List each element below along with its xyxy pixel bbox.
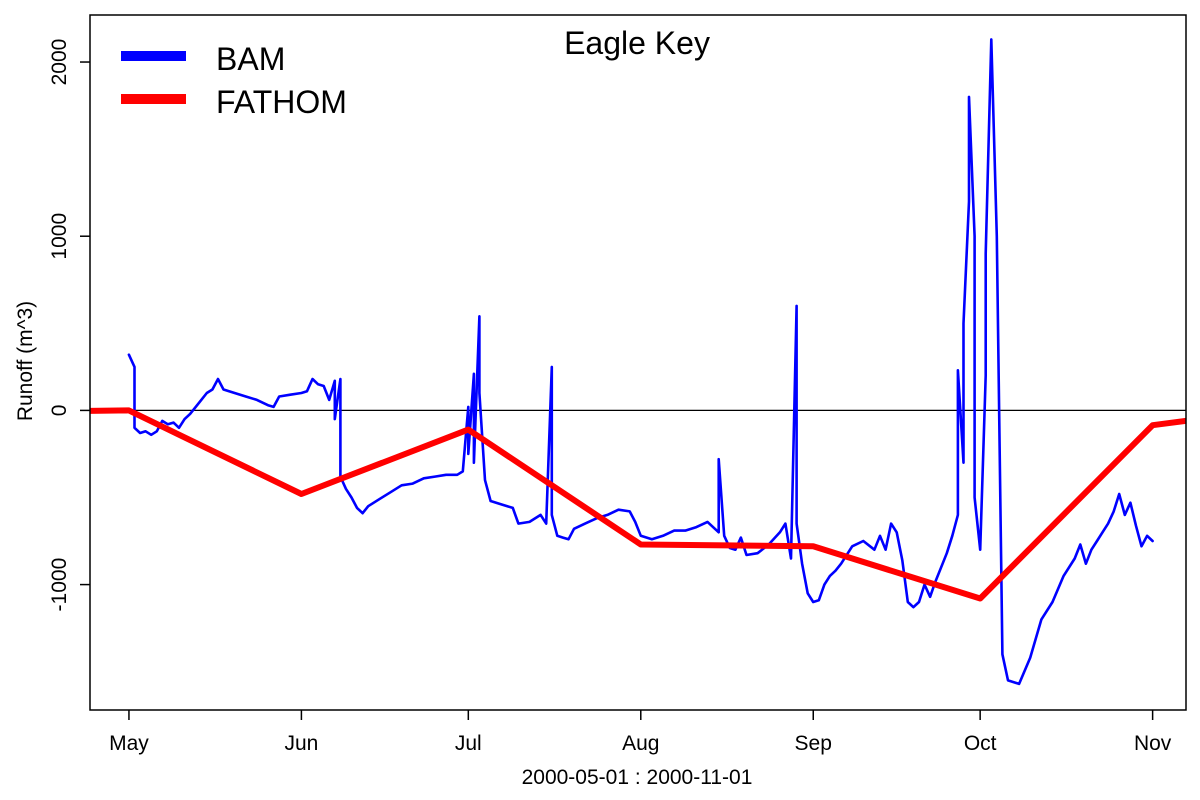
plot-frame [89,14,1187,711]
chart-title: Eagle Key [564,25,710,61]
x-axis-title: 2000-05-01 : 2000-11-01 [522,766,753,789]
x-tick-label: Sep [795,732,832,755]
y-tick-label: 1000 [48,213,71,260]
legend-label-fathom: FATHOM [216,84,347,120]
x-tick-label: Aug [622,732,659,755]
legend-label-bam: BAM [216,41,285,77]
plot-area [90,38,1186,686]
x-tick-label: Jul [455,732,482,755]
y-tick-label: -1000 [48,558,71,612]
series-group [90,38,1186,686]
series-line-fathom [90,407,1186,602]
x-tick-label: Jun [284,732,318,755]
x-tick-label: Oct [964,732,997,755]
y-tick-label: 2000 [48,39,71,86]
series-line-bam [127,38,1154,686]
legend: BAM FATHOM [121,41,347,120]
x-tick-label: Nov [1134,732,1172,755]
y-tick-label: 0 [48,405,71,417]
x-tick-label: May [109,732,149,755]
axes: May Jun Jul Aug Sep Oct Nov -1000 0 1000 2000 [48,14,1187,755]
y-axis-title: Runoff (m^3) [14,301,37,421]
